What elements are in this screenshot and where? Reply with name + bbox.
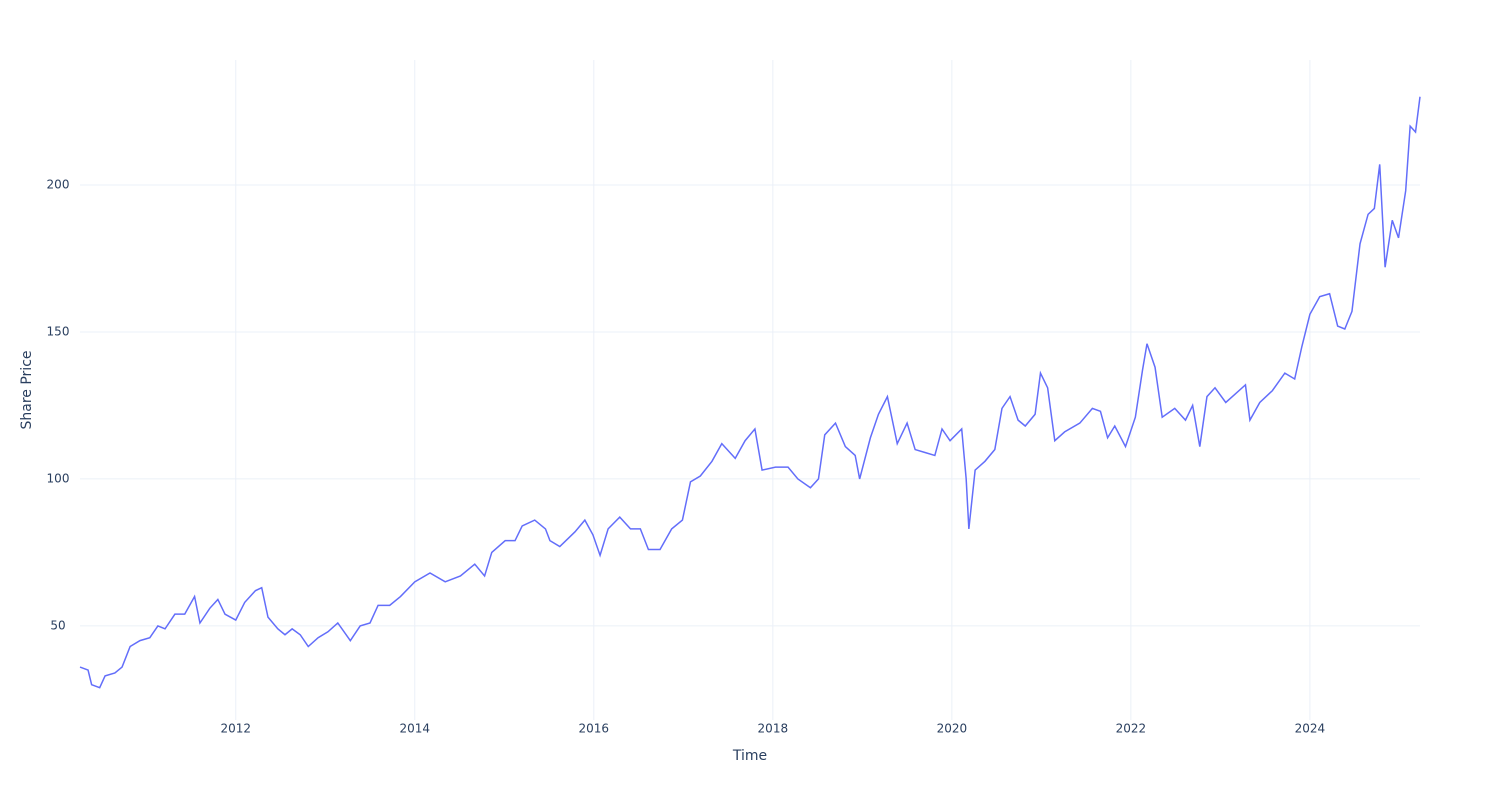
y-tick-label: 50 xyxy=(50,618,65,632)
y-tick-label: 200 xyxy=(47,177,70,191)
y-tick-label: 100 xyxy=(47,471,70,485)
x-tick-label: 2016 xyxy=(579,722,610,736)
x-tick-label: 2024 xyxy=(1295,722,1326,736)
x-tick-label: 2020 xyxy=(937,722,968,736)
x-axis-title: Time xyxy=(732,748,767,764)
x-tick-label: 2018 xyxy=(758,722,789,736)
y-axis-title: Share Price xyxy=(19,350,35,429)
x-tick-label: 2022 xyxy=(1116,722,1147,736)
x-tick-label: 2012 xyxy=(220,722,251,736)
y-tick-label: 150 xyxy=(47,324,70,338)
x-tick-label: 2014 xyxy=(400,722,431,736)
line xyxy=(79,96,1421,689)
